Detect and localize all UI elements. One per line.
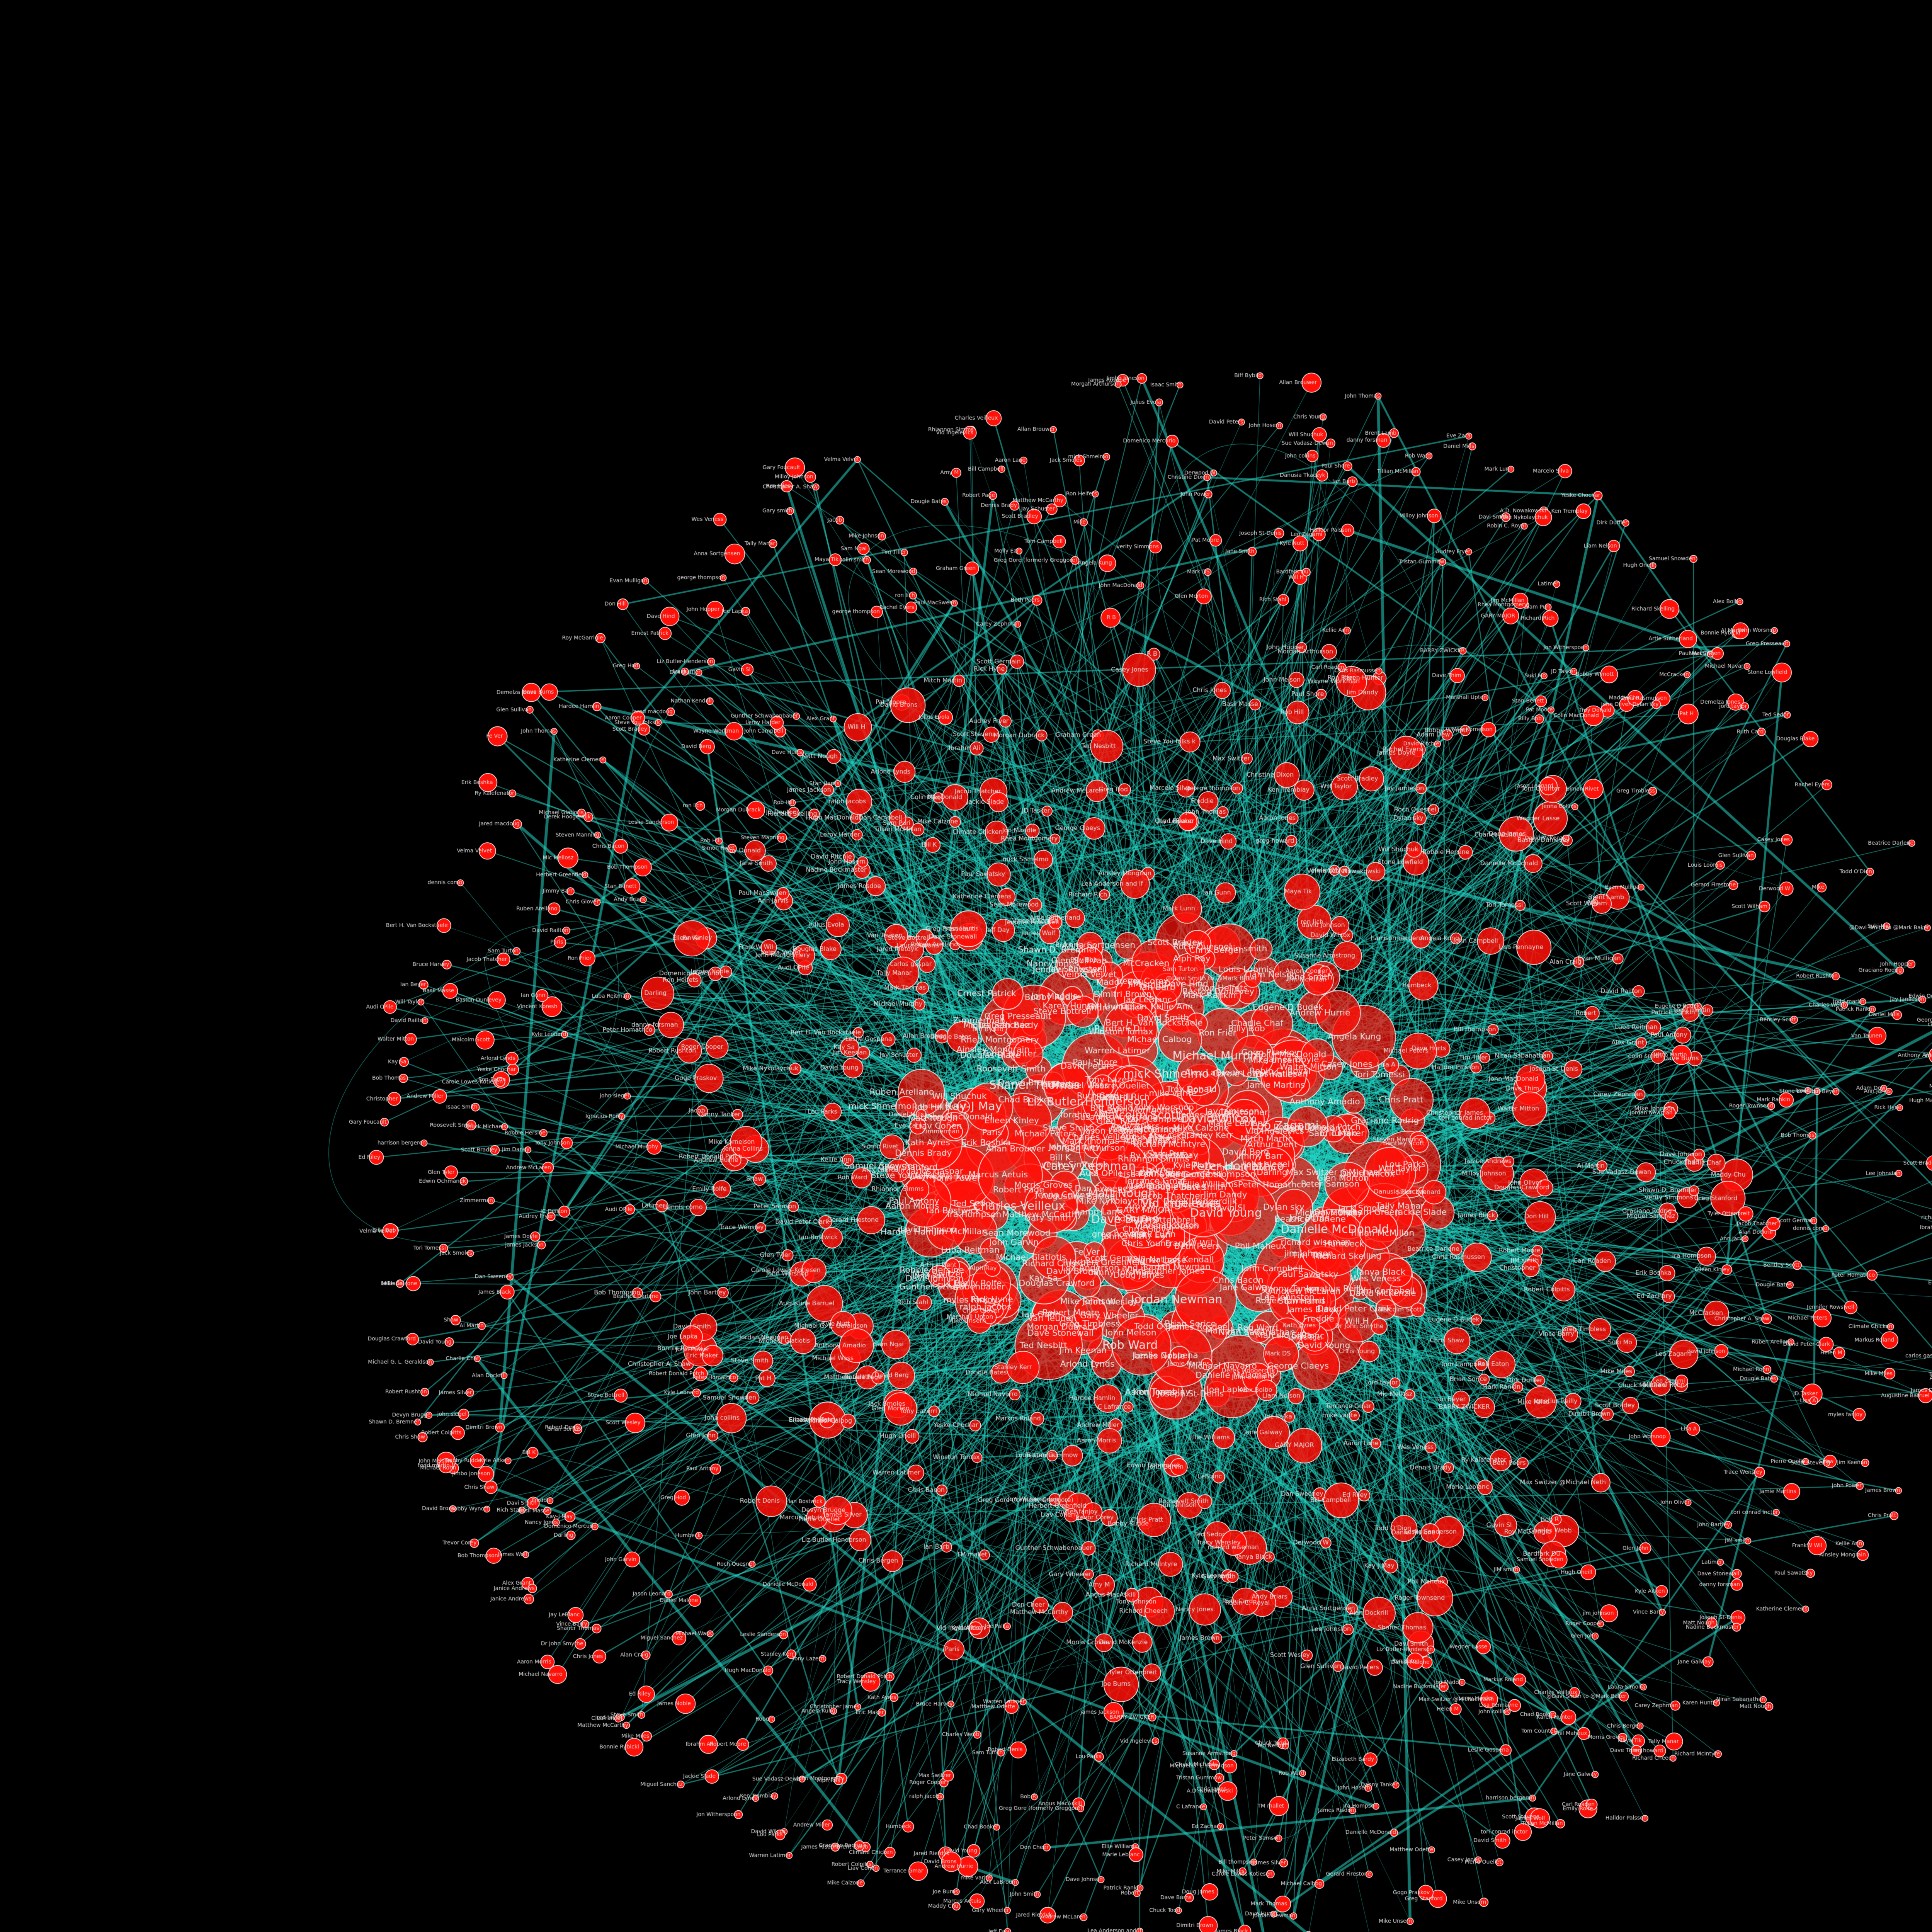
network-graph-canvas[interactable] xyxy=(0,0,1932,1932)
visualization-root: https://www.cbc.ca/news/opinion/opinion-… xyxy=(0,0,1932,1932)
